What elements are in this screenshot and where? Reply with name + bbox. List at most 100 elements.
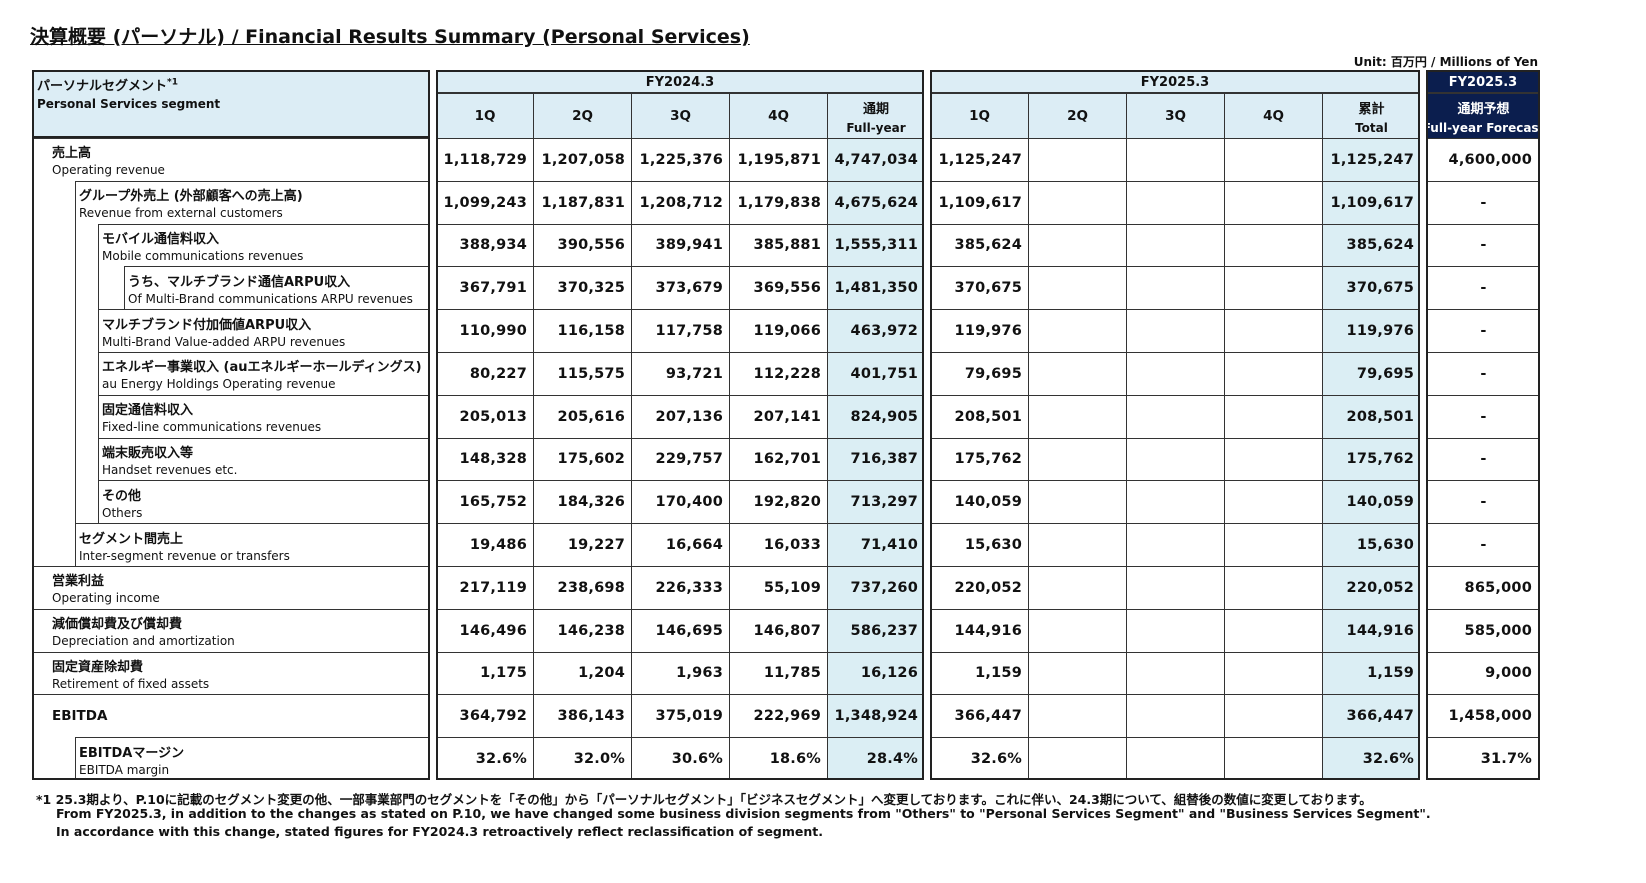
value-cell: 146,496	[436, 608, 533, 652]
row-label-ja: 売上高	[52, 146, 92, 162]
value-cell: 4,600,000	[1426, 138, 1540, 181]
column-header-text: 4Q	[768, 108, 789, 124]
value-cell: 32.0%	[533, 737, 631, 780]
value-cell: 175,602	[533, 437, 631, 481]
value-cell: 1,207,058	[533, 138, 631, 181]
value-cell: 367,791	[436, 266, 533, 310]
value-cell: 146,807	[729, 608, 827, 652]
value-cell: 16,033	[729, 523, 827, 566]
row-label: 固定通信料収入 Fixed-line communications revenue…	[98, 394, 430, 438]
row-label: 端末販売収入等 Handset revenues etc.	[98, 437, 430, 481]
value-cell: -	[1426, 394, 1540, 438]
value-cell: 369,556	[729, 266, 827, 310]
value-cell: 116,158	[533, 309, 631, 352]
value-cell: 238,698	[533, 566, 631, 609]
value-cell: 148,328	[436, 437, 533, 481]
value-cell: 229,757	[631, 437, 729, 481]
value-cell: 1,109,617	[930, 180, 1028, 224]
value-cell	[1126, 523, 1224, 566]
footnote-line: *1 25.3期より、P.10に記載のセグメント変更の他、一部事業部門のセグメン…	[36, 792, 1372, 807]
value-cell: 1,099,243	[436, 180, 533, 224]
column-header: 3Q	[631, 93, 729, 138]
segment-header-en: Personal Services segment	[37, 97, 221, 111]
value-cell: 366,447	[930, 694, 1028, 738]
value-cell	[1224, 180, 1322, 224]
value-cell: 1,125,247	[930, 138, 1028, 181]
outer-border	[1426, 70, 1540, 780]
value-cell: 1,118,729	[436, 138, 533, 181]
indent-line	[75, 309, 76, 352]
value-cell: 716,387	[827, 437, 924, 481]
value-cell: 1,208,712	[631, 180, 729, 224]
value-cell: 1,187,831	[533, 180, 631, 224]
row-label: その他 Others	[98, 480, 430, 524]
row-label-en: au Energy Holdings Operating revenue	[102, 377, 336, 392]
value-cell: 1,159	[1322, 651, 1420, 695]
value-cell: 55,109	[729, 566, 827, 609]
column-header: 1Q	[436, 93, 533, 138]
value-cell	[1028, 180, 1126, 224]
column-header-text: 1Q	[969, 108, 990, 124]
value-cell	[1224, 480, 1322, 524]
value-cell	[1224, 694, 1322, 738]
column-header: 1Q	[930, 93, 1028, 138]
value-cell	[1224, 223, 1322, 267]
value-cell: 737,260	[827, 566, 924, 609]
value-cell	[1126, 180, 1224, 224]
value-cell: 119,066	[729, 309, 827, 352]
value-cell	[1224, 608, 1322, 652]
row-label-en: Depreciation and amortization	[52, 634, 235, 649]
value-cell	[1224, 566, 1322, 609]
value-cell: 1,555,311	[827, 223, 924, 267]
footnote-line: In accordance with this change, stated f…	[56, 824, 823, 839]
value-cell: 463,972	[827, 309, 924, 352]
value-cell: 146,238	[533, 608, 631, 652]
value-cell: 585,000	[1426, 608, 1540, 652]
column-header-en: Full-year	[846, 120, 906, 135]
outer-border	[32, 70, 430, 780]
value-cell: 226,333	[631, 566, 729, 609]
value-cell: 386,143	[533, 694, 631, 738]
row-label-en: Mobile communications revenues	[102, 248, 304, 263]
value-cell: 28.4%	[827, 737, 924, 780]
value-cell: 30.6%	[631, 737, 729, 780]
value-cell	[1028, 266, 1126, 310]
row-label-ja: 端末販売収入等	[102, 445, 194, 461]
value-cell: 170,400	[631, 480, 729, 524]
segment-header: パーソナルセグメント*1 Personal Services segment	[32, 70, 430, 138]
outer-border	[436, 70, 924, 780]
indent-line	[75, 352, 76, 395]
row-label-en: Revenue from external customers	[79, 206, 283, 221]
value-cell	[1126, 266, 1224, 310]
row-label-ja: 固定通信料収入	[102, 403, 194, 419]
value-cell: 385,624	[930, 223, 1028, 267]
value-cell: 586,237	[827, 608, 924, 652]
value-cell: 1,175	[436, 651, 533, 695]
indent-line	[98, 266, 99, 310]
footnote-line: From FY2025.3, in addition to the change…	[56, 806, 1431, 821]
row-label-ja: 営業利益	[52, 574, 105, 590]
value-cell	[1126, 437, 1224, 481]
value-cell: 144,916	[1322, 608, 1420, 652]
column-header: 2Q	[533, 93, 631, 138]
row-label-ja: モバイル通信料収入	[102, 231, 220, 247]
value-cell: -	[1426, 523, 1540, 566]
row-label-ja: セグメント間売上	[79, 531, 184, 547]
indent-line	[75, 223, 76, 267]
value-cell: 824,905	[827, 394, 924, 438]
value-cell	[1224, 651, 1322, 695]
value-cell: 71,410	[827, 523, 924, 566]
value-cell: 1,481,350	[827, 266, 924, 310]
row-label-ja: マルチブランド付加価値ARPU収入	[102, 317, 312, 333]
value-cell: 192,820	[729, 480, 827, 524]
row-label: セグメント間売上 Inter-segment revenue or transfe…	[75, 523, 430, 566]
value-cell	[1028, 309, 1126, 352]
value-cell	[1126, 651, 1224, 695]
value-cell: 220,052	[1322, 566, 1420, 609]
indent-line	[75, 266, 76, 310]
value-cell	[1224, 266, 1322, 310]
value-cell: 205,616	[533, 394, 631, 438]
value-cell: 1,195,871	[729, 138, 827, 181]
value-cell: -	[1426, 223, 1540, 267]
row-label-ja: グループ外売上 (外部顧客への売上高)	[79, 189, 303, 205]
